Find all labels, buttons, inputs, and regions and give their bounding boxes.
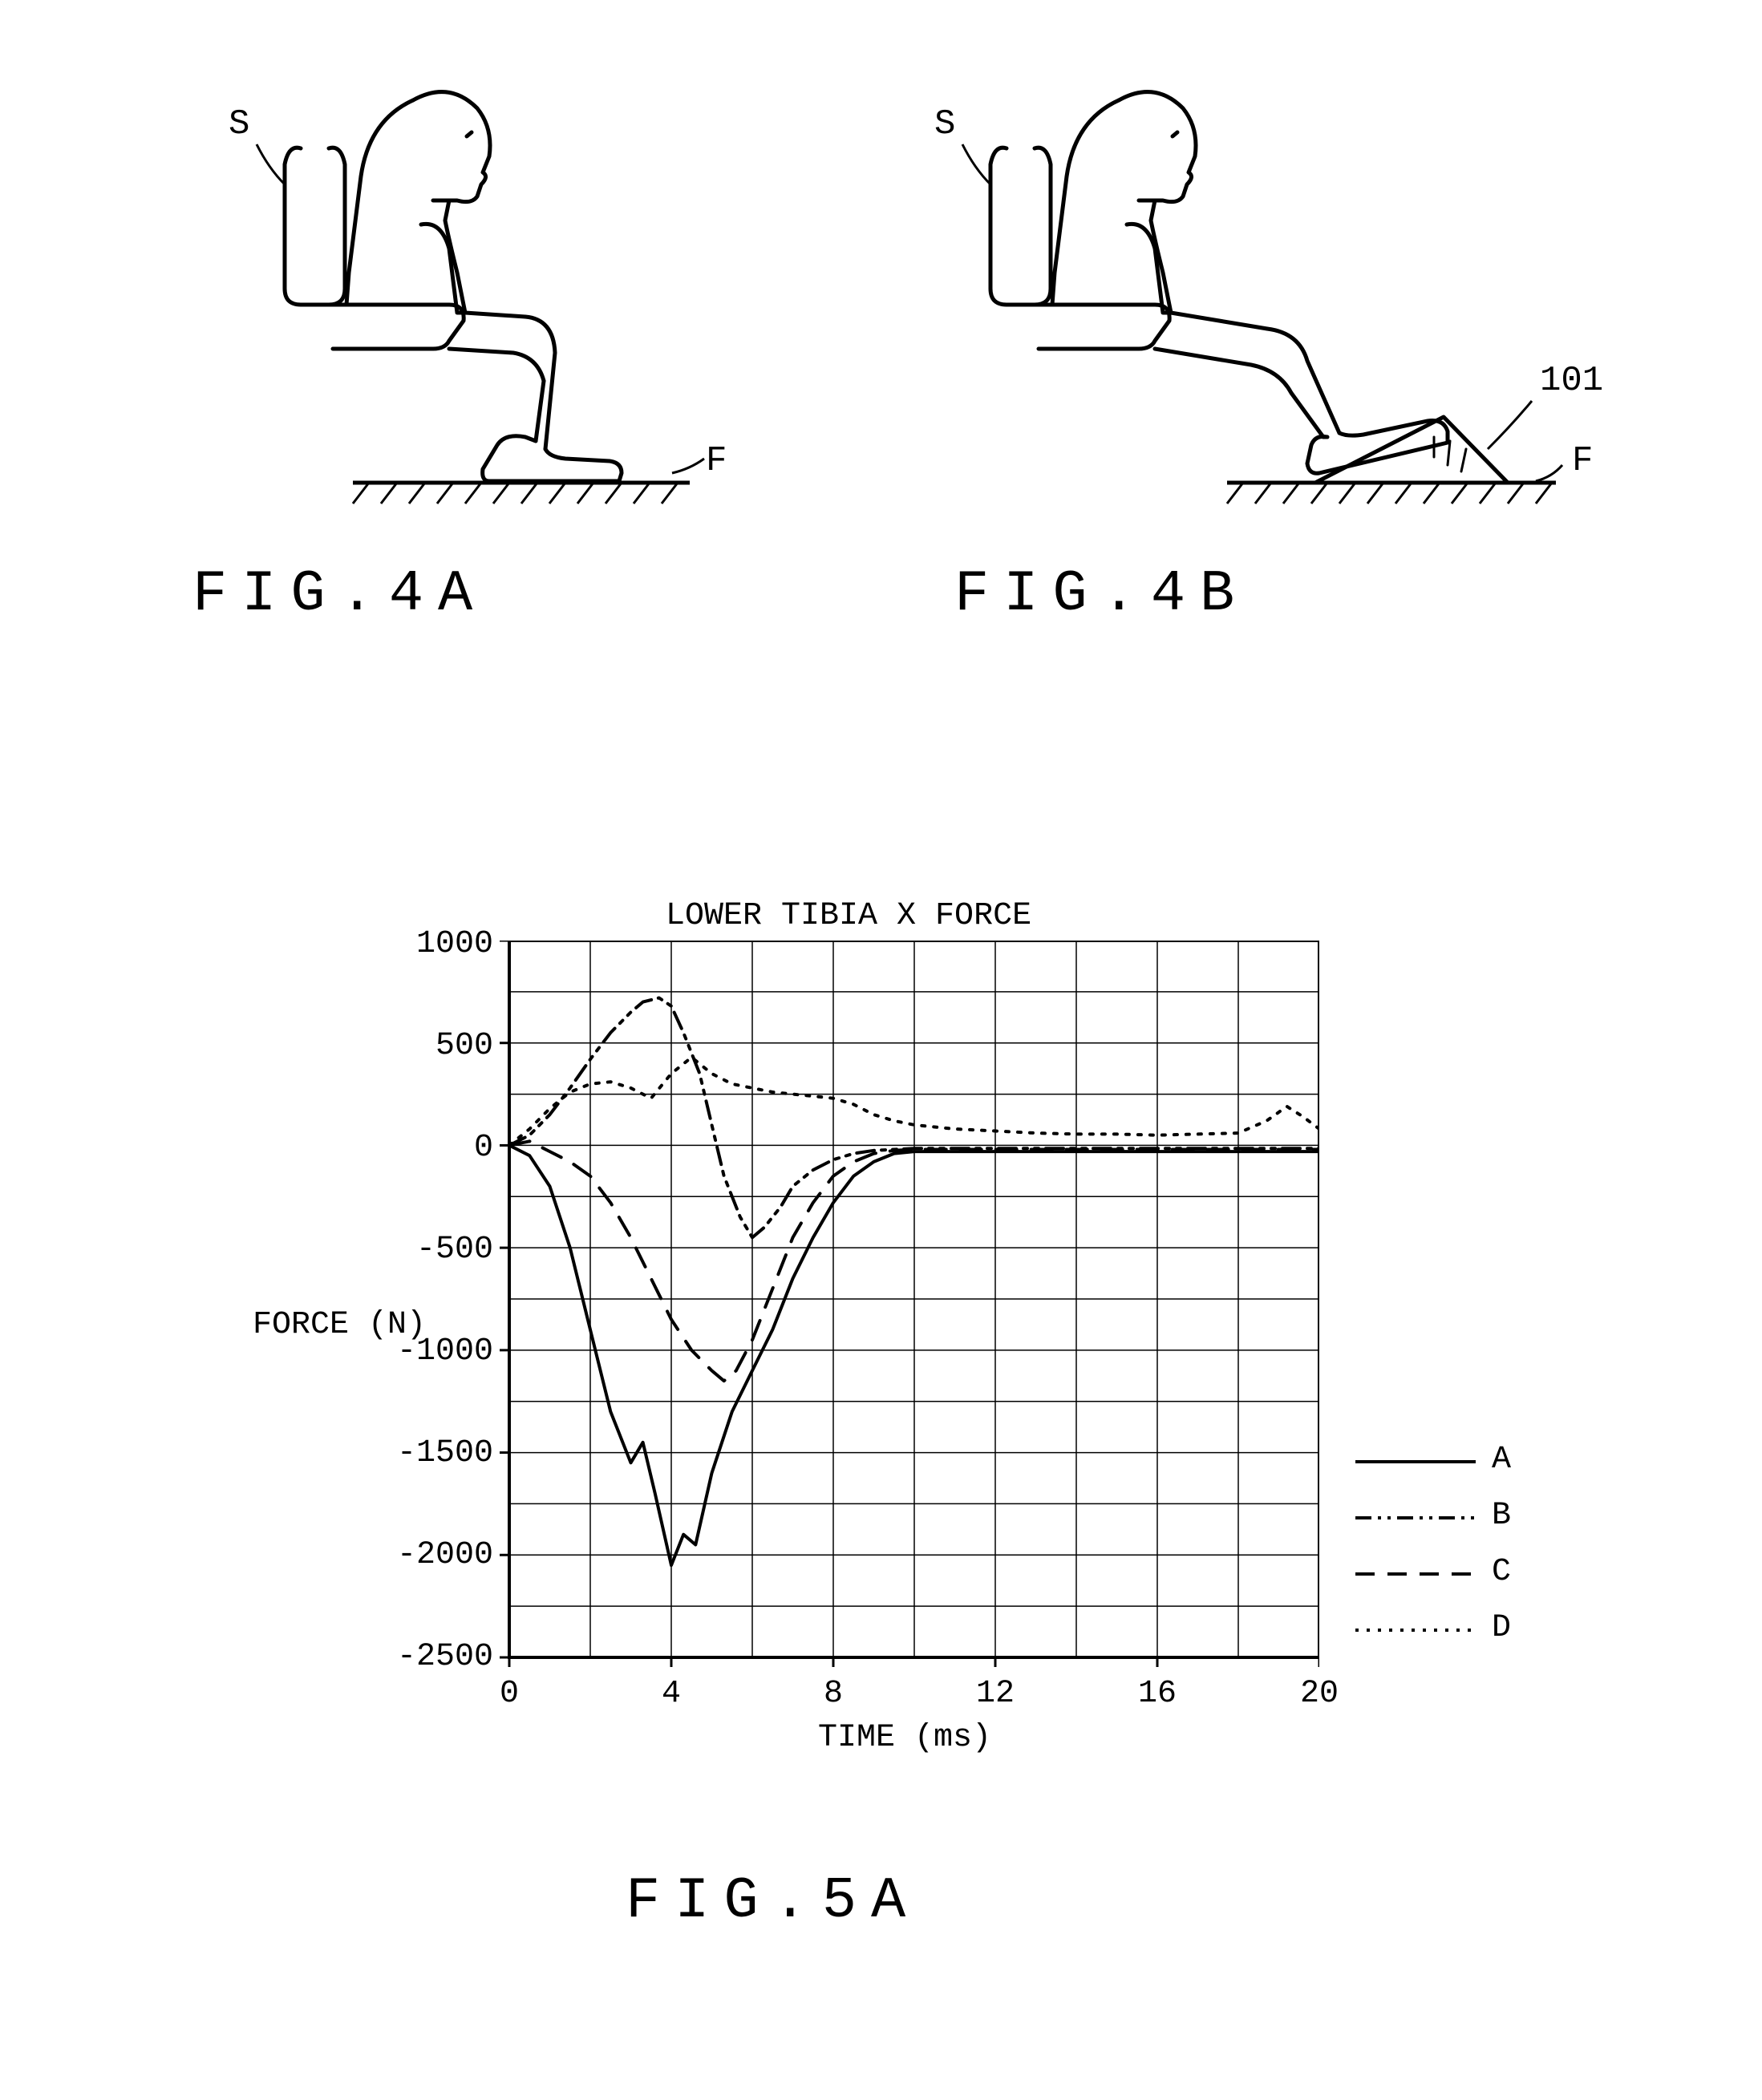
legend-line-d (1355, 1622, 1476, 1638)
fig4b-illustration (914, 64, 1572, 513)
fig4a-illustration (209, 64, 706, 513)
ytick: -500 (373, 1232, 493, 1268)
xtick: 4 (655, 1676, 687, 1712)
fig4b-s-label: S (934, 104, 955, 144)
legend-c: C (1492, 1554, 1511, 1590)
fig4b-101-label: 101 (1540, 361, 1603, 401)
legend-a: A (1492, 1442, 1511, 1478)
xtick: 12 (971, 1676, 1019, 1712)
fig4b-label: FIG.4B (954, 561, 1249, 627)
xtick: 8 (817, 1676, 849, 1712)
legend-b: B (1492, 1498, 1511, 1534)
legend-line-a (1355, 1454, 1476, 1470)
xtick: 16 (1133, 1676, 1181, 1712)
fig5a-label: FIG.5A (626, 1868, 920, 1934)
ytick: -1000 (373, 1333, 493, 1370)
fig4a-label: FIG.4A (192, 561, 487, 627)
chart-plot (497, 941, 1319, 1669)
legend-line-c (1355, 1566, 1476, 1582)
ytick: 1000 (389, 926, 493, 962)
ytick: -2000 (373, 1537, 493, 1573)
page: S F FIG.4A (48, 48, 1714, 2052)
fig4b-f-label: F (1572, 441, 1593, 481)
ytick: -1500 (373, 1435, 493, 1471)
xtick: 0 (493, 1676, 525, 1712)
ytick: -2500 (373, 1639, 493, 1675)
xlabel: TIME (ms) (818, 1720, 991, 1756)
ytick: 0 (389, 1130, 493, 1166)
ytick: 500 (389, 1028, 493, 1064)
fig4a-s-label: S (229, 104, 249, 144)
legend-d: D (1492, 1610, 1511, 1646)
xtick: 20 (1295, 1676, 1343, 1712)
chart-title: LOWER TIBIA X FORCE (666, 898, 1031, 934)
legend-line-b (1355, 1510, 1476, 1526)
fig4a-f-leader (666, 449, 722, 489)
